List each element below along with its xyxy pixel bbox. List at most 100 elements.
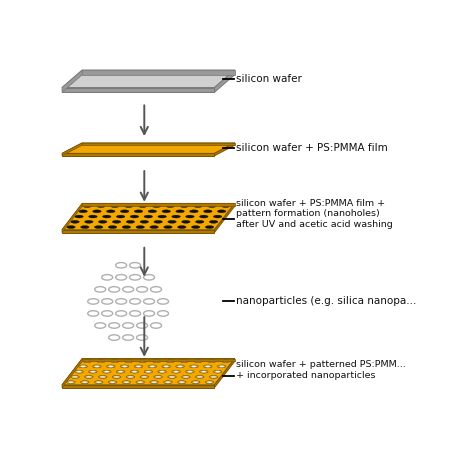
Ellipse shape <box>193 381 198 383</box>
Ellipse shape <box>195 220 204 223</box>
Ellipse shape <box>187 371 192 373</box>
Ellipse shape <box>76 371 82 373</box>
Ellipse shape <box>150 226 158 228</box>
Ellipse shape <box>83 205 91 208</box>
Ellipse shape <box>89 215 97 218</box>
Ellipse shape <box>164 226 172 228</box>
Ellipse shape <box>100 376 105 378</box>
Ellipse shape <box>134 365 143 368</box>
Ellipse shape <box>144 215 153 218</box>
Ellipse shape <box>118 371 123 373</box>
Ellipse shape <box>75 215 83 218</box>
Ellipse shape <box>126 220 135 223</box>
Ellipse shape <box>166 205 174 208</box>
Ellipse shape <box>82 381 87 383</box>
Ellipse shape <box>140 360 145 362</box>
Ellipse shape <box>150 365 155 367</box>
Ellipse shape <box>210 220 218 223</box>
Ellipse shape <box>146 371 151 373</box>
Ellipse shape <box>79 365 87 368</box>
Ellipse shape <box>140 375 148 378</box>
Ellipse shape <box>94 226 103 228</box>
Ellipse shape <box>108 365 113 367</box>
Ellipse shape <box>190 365 198 368</box>
Text: silicon wafer + PS:PMMA film +
pattern formation (nanoholes)
after UV and acetic: silicon wafer + PS:PMMA film + pattern f… <box>236 199 392 228</box>
Ellipse shape <box>84 360 90 362</box>
Ellipse shape <box>180 205 189 208</box>
Ellipse shape <box>67 226 75 228</box>
Ellipse shape <box>158 370 166 373</box>
Ellipse shape <box>84 220 93 223</box>
Ellipse shape <box>86 376 91 378</box>
Ellipse shape <box>97 360 105 363</box>
Ellipse shape <box>191 381 200 383</box>
Ellipse shape <box>96 381 101 383</box>
Ellipse shape <box>136 226 145 228</box>
Ellipse shape <box>73 376 78 378</box>
Ellipse shape <box>221 360 230 363</box>
Ellipse shape <box>122 381 131 383</box>
Ellipse shape <box>150 381 158 383</box>
Ellipse shape <box>205 381 214 383</box>
Ellipse shape <box>114 376 119 378</box>
Ellipse shape <box>154 220 163 223</box>
Text: silicon wafer + patterned PS:PMM...
+ incorporated nanoparticles: silicon wafer + patterned PS:PMM... + in… <box>236 360 405 380</box>
Ellipse shape <box>213 215 222 218</box>
Ellipse shape <box>195 360 201 362</box>
Polygon shape <box>82 143 235 145</box>
Ellipse shape <box>92 365 101 368</box>
Ellipse shape <box>102 215 111 218</box>
Ellipse shape <box>92 210 101 213</box>
Ellipse shape <box>182 360 187 362</box>
Polygon shape <box>62 70 235 88</box>
Ellipse shape <box>83 360 91 363</box>
Ellipse shape <box>84 375 93 378</box>
Ellipse shape <box>207 381 212 383</box>
Ellipse shape <box>97 205 105 208</box>
Ellipse shape <box>138 205 147 208</box>
Ellipse shape <box>176 365 184 368</box>
Ellipse shape <box>112 360 118 362</box>
Ellipse shape <box>191 365 197 367</box>
Text: silicon wafer + PS:PMMA film: silicon wafer + PS:PMMA film <box>236 143 387 153</box>
Ellipse shape <box>136 365 141 367</box>
Ellipse shape <box>148 210 157 213</box>
Ellipse shape <box>124 205 133 208</box>
Ellipse shape <box>130 370 139 373</box>
Ellipse shape <box>71 220 79 223</box>
Ellipse shape <box>79 210 87 213</box>
Ellipse shape <box>148 365 157 368</box>
Ellipse shape <box>200 370 208 373</box>
Ellipse shape <box>200 215 208 218</box>
Ellipse shape <box>112 220 121 223</box>
Ellipse shape <box>81 226 89 228</box>
Ellipse shape <box>138 360 147 363</box>
Ellipse shape <box>110 360 119 363</box>
Ellipse shape <box>160 371 165 373</box>
Polygon shape <box>82 70 235 75</box>
Ellipse shape <box>140 220 148 223</box>
Ellipse shape <box>144 370 153 373</box>
Ellipse shape <box>165 381 171 383</box>
Ellipse shape <box>223 360 228 362</box>
Ellipse shape <box>154 375 163 378</box>
Ellipse shape <box>132 371 137 373</box>
Ellipse shape <box>112 375 121 378</box>
Text: nanoparticles (e.g. silica nanopa...: nanoparticles (e.g. silica nanopa... <box>236 296 416 306</box>
Ellipse shape <box>208 205 216 208</box>
Ellipse shape <box>211 376 216 378</box>
Ellipse shape <box>173 371 179 373</box>
Text: silicon wafer: silicon wafer <box>236 74 301 84</box>
Ellipse shape <box>210 360 214 362</box>
Ellipse shape <box>122 226 131 228</box>
Ellipse shape <box>194 360 202 363</box>
Ellipse shape <box>130 215 139 218</box>
Ellipse shape <box>122 365 127 367</box>
Polygon shape <box>214 143 235 156</box>
Ellipse shape <box>186 370 194 373</box>
Ellipse shape <box>218 210 226 213</box>
Ellipse shape <box>108 226 117 228</box>
Polygon shape <box>62 70 82 92</box>
Ellipse shape <box>99 220 107 223</box>
Ellipse shape <box>205 365 210 367</box>
